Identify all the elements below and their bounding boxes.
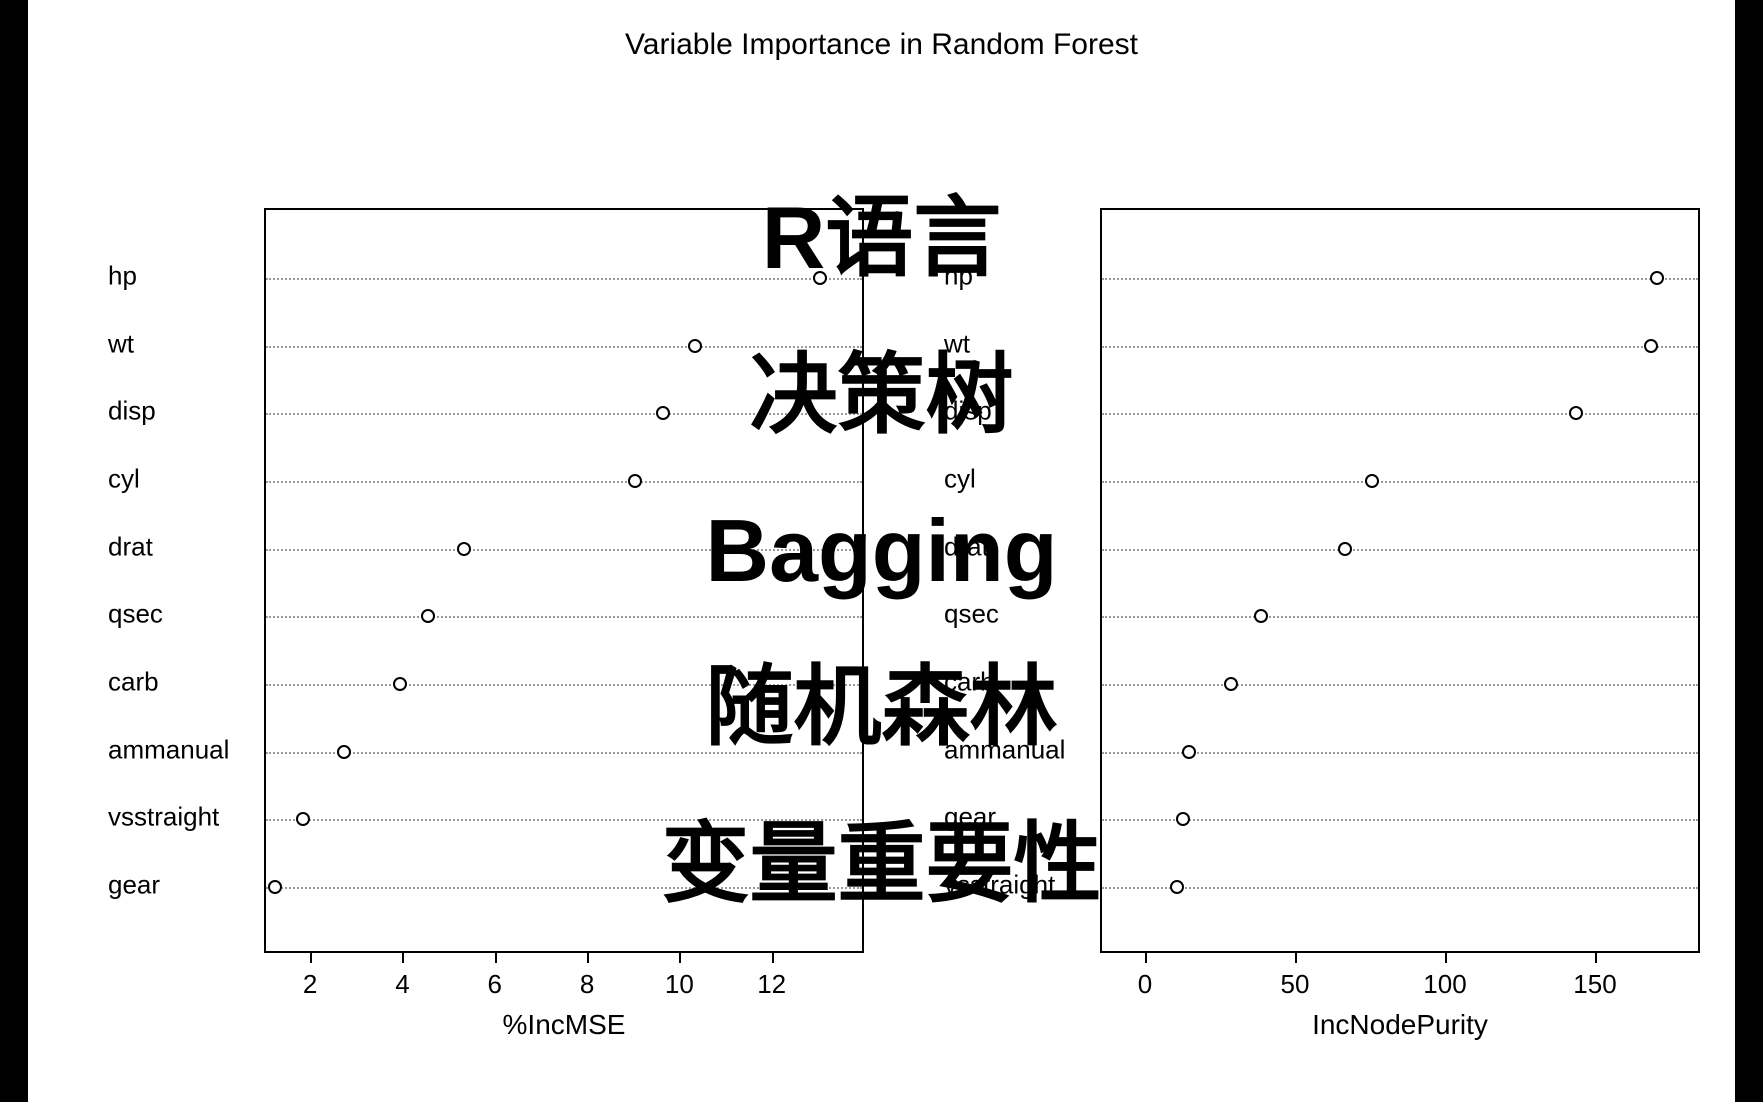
y-label: hp — [108, 261, 258, 292]
y-label: hp — [944, 261, 1094, 292]
x-tick — [495, 953, 497, 963]
x-tick-label: 4 — [395, 969, 409, 1000]
y-label: gear — [108, 870, 258, 901]
x-tick-label: 8 — [580, 969, 594, 1000]
y-label: drat — [108, 531, 258, 562]
grid-line — [266, 684, 862, 686]
data-point — [1254, 609, 1268, 623]
chart-outer: Variable Importance in Random Forest hp w… — [0, 0, 1763, 1102]
y-label: vsstraight — [108, 802, 258, 833]
data-point — [1176, 812, 1190, 826]
x-tick — [1595, 953, 1597, 963]
data-point — [688, 339, 702, 353]
grid-line — [1102, 481, 1698, 483]
data-point — [457, 542, 471, 556]
data-point — [1569, 406, 1583, 420]
x-tick-label: 50 — [1281, 969, 1310, 1000]
data-point — [1224, 677, 1238, 691]
y-label: drat — [944, 531, 1094, 562]
x-tick-label: 12 — [757, 969, 786, 1000]
y-label: carb — [108, 667, 258, 698]
x-tick — [1445, 953, 1447, 963]
grid-line — [266, 549, 862, 551]
x-tick — [402, 953, 404, 963]
data-point — [1170, 880, 1184, 894]
y-label: gear — [944, 802, 1094, 833]
grid-line — [266, 887, 862, 889]
x-axis-label: IncNodePurity — [1312, 1009, 1488, 1041]
x-tick-label: 6 — [488, 969, 502, 1000]
data-point — [1650, 271, 1664, 285]
grid-line — [266, 481, 862, 483]
data-point — [1338, 542, 1352, 556]
grid-line — [1102, 413, 1698, 415]
panel-inc-node-purity — [1100, 208, 1700, 953]
y-label: disp — [108, 396, 258, 427]
data-point — [268, 880, 282, 894]
grid-line — [1102, 684, 1698, 686]
data-point — [1644, 339, 1658, 353]
grid-line — [1102, 346, 1698, 348]
y-label: wt — [108, 328, 258, 359]
x-axis-label: %IncMSE — [503, 1009, 626, 1041]
x-tick-label: 150 — [1573, 969, 1616, 1000]
x-tick-label: 0 — [1138, 969, 1152, 1000]
grid-line — [266, 819, 862, 821]
x-tick-label: 2 — [303, 969, 317, 1000]
x-tick-label: 10 — [665, 969, 694, 1000]
y-label: ammanual — [108, 734, 258, 765]
x-tick — [587, 953, 589, 963]
y-label: cyl — [108, 464, 258, 495]
y-label: wt — [944, 328, 1094, 359]
data-point — [1182, 745, 1196, 759]
x-tick — [1295, 953, 1297, 963]
data-point — [421, 609, 435, 623]
x-tick — [772, 953, 774, 963]
x-tick — [310, 953, 312, 963]
data-point — [656, 406, 670, 420]
grid-line — [266, 752, 862, 754]
x-tick-label: 100 — [1423, 969, 1466, 1000]
y-label: vsstraight — [944, 870, 1094, 901]
data-point — [337, 745, 351, 759]
data-point — [813, 271, 827, 285]
grid-line — [1102, 616, 1698, 618]
grid-line — [266, 346, 862, 348]
y-label: ammanual — [944, 734, 1094, 765]
y-label: qsec — [108, 599, 258, 630]
grid-line — [1102, 549, 1698, 551]
data-point — [393, 677, 407, 691]
y-label: cyl — [944, 464, 1094, 495]
chart-title: Variable Importance in Random Forest — [28, 28, 1735, 62]
grid-line — [1102, 819, 1698, 821]
grid-line — [1102, 278, 1698, 280]
data-point — [296, 812, 310, 826]
y-label: carb — [944, 667, 1094, 698]
data-point — [628, 474, 642, 488]
y-label: qsec — [944, 599, 1094, 630]
grid-line — [266, 413, 862, 415]
panel-inc-mse — [264, 208, 864, 953]
grid-line — [1102, 887, 1698, 889]
grid-line — [266, 278, 862, 280]
data-point — [1365, 474, 1379, 488]
x-tick — [679, 953, 681, 963]
grid-line — [266, 616, 862, 618]
y-label: disp — [944, 396, 1094, 427]
x-tick — [1145, 953, 1147, 963]
